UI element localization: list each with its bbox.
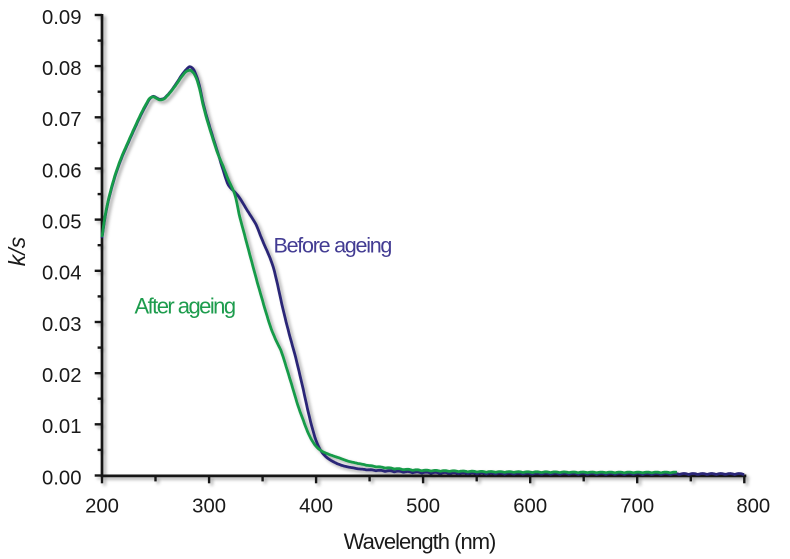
svg-text:800: 800	[736, 496, 770, 518]
svg-text:0.05: 0.05	[42, 212, 81, 234]
svg-text:0.08: 0.08	[42, 58, 81, 80]
svg-text:0.09: 0.09	[42, 7, 81, 29]
svg-text:0.02: 0.02	[42, 365, 81, 387]
svg-text:0.00: 0.00	[42, 467, 81, 489]
svg-text:k/s: k/s	[4, 236, 30, 266]
svg-text:300: 300	[192, 496, 226, 518]
svg-text:500: 500	[406, 496, 440, 518]
svg-text:0.04: 0.04	[42, 263, 81, 285]
svg-text:700: 700	[620, 496, 654, 518]
svg-text:0.06: 0.06	[42, 160, 81, 182]
svg-text:After ageing: After ageing	[135, 293, 235, 318]
svg-text:600: 600	[513, 496, 547, 518]
svg-text:0.07: 0.07	[42, 109, 81, 131]
svg-text:400: 400	[299, 496, 333, 518]
svg-text:200: 200	[85, 496, 119, 518]
svg-text:0.03: 0.03	[42, 314, 81, 336]
svg-text:0.01: 0.01	[42, 416, 81, 438]
svg-text:Wavelength (nm): Wavelength (nm)	[344, 529, 496, 554]
svg-text:Before ageing: Before ageing	[274, 233, 392, 257]
